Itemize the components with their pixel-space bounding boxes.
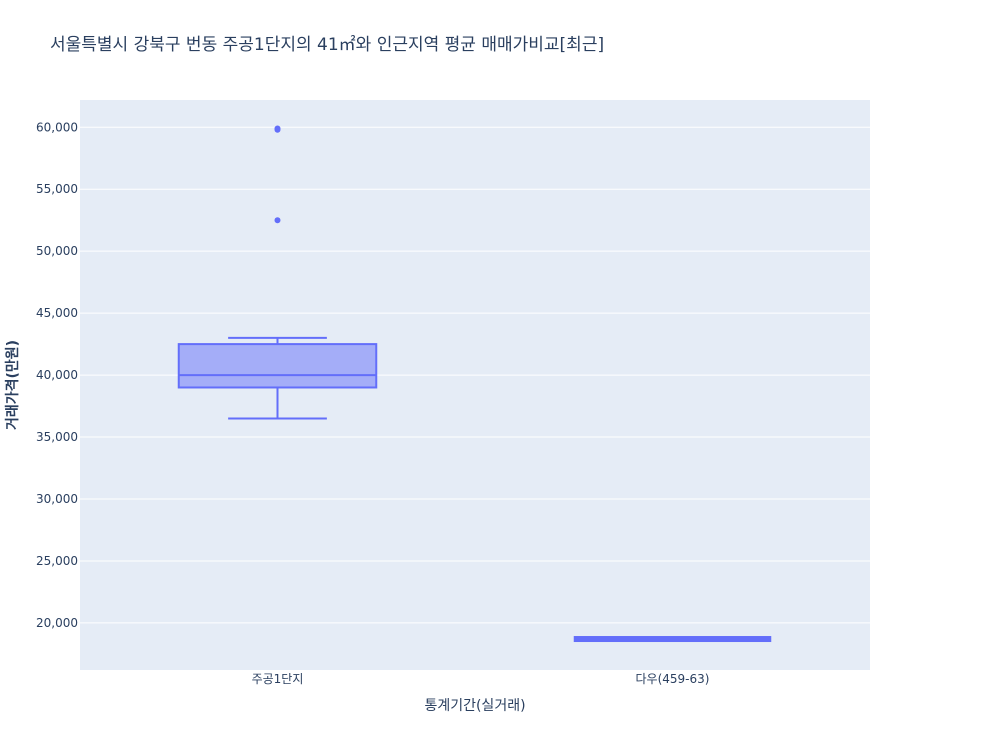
y-tick-label: 40,000 (36, 368, 78, 382)
gridlines (80, 126, 870, 624)
y-axis-title: 거래가격(만원) (4, 340, 21, 430)
y-tick-label: 20,000 (36, 616, 78, 630)
x-axis-title: 통계기간(실거래) (424, 698, 525, 714)
y-axis-ticks: 20,000 25,000 30,000 35,000 40,000 45,000 50,0… (36, 120, 78, 630)
y-tick-label: 30,000 (36, 492, 78, 506)
outlier-point (274, 125, 281, 132)
y-tick-label: 55,000 (36, 182, 78, 196)
box-series (177, 125, 772, 643)
box-body (573, 636, 772, 643)
box-1 (573, 636, 772, 643)
y-tick-label: 45,000 (36, 306, 78, 320)
box-0 (177, 125, 378, 420)
y-tick-label: 60,000 (36, 120, 78, 134)
box-body (177, 343, 378, 389)
x-axis-ticks: 주공1단지 다우(459-63) (252, 672, 710, 686)
y-tick-label: 50,000 (36, 244, 78, 258)
outlier-point (274, 217, 281, 224)
y-tick-label: 25,000 (36, 554, 78, 568)
y-tick-label: 35,000 (36, 430, 78, 444)
chart-title: 서울특별시 강북구 번동 주공1단지의 41㎡와 인근지역 평균 매매가비교[최… (50, 35, 604, 55)
x-tick-label: 다우(459-63) (636, 672, 710, 686)
x-tick-label: 주공1단지 (252, 672, 304, 686)
